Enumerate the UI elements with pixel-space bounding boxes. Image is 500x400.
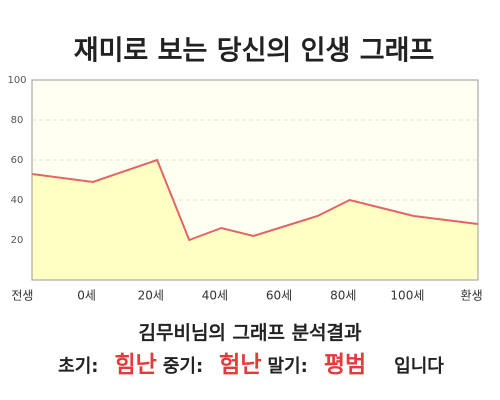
stage-label: 초기: (58, 356, 99, 377)
chart-title: 재미로 보는 당신의 인생 그래프 (74, 36, 435, 67)
stage-value: 험난 (219, 352, 262, 378)
stage-label: 말기: (267, 356, 308, 377)
x-tick-label: 20세 (138, 289, 164, 303)
stage-label: 중기: (162, 356, 204, 377)
plot-frame (31, 79, 479, 281)
area (32, 160, 478, 280)
x-tick-label: 40세 (202, 289, 228, 303)
stage-value: 평범 (323, 352, 367, 378)
stage-value: 힘난 (114, 352, 157, 378)
x-tick-label: 60세 (266, 289, 292, 303)
y-tick-label: 100 (7, 75, 26, 86)
x-tick-label: 0세 (77, 289, 96, 303)
x-tick-label: 전생 (11, 289, 33, 303)
x-tick-label: 80세 (330, 289, 356, 303)
x-tick-label: 환생 (461, 289, 483, 303)
y-tick-label: 60 (11, 155, 24, 166)
y-tick-label: 40 (11, 195, 24, 206)
result-heading: 김무비님의 그래프 분석결과 (138, 322, 362, 344)
result-line: 초기: 힘난 중기: 험난 말기: 평범 입니다 (0, 348, 500, 384)
y-tick-label: 20 (11, 235, 24, 246)
y-tick-label: 80 (11, 115, 24, 126)
result-ending: 입니다 (394, 356, 444, 377)
line (31, 158, 479, 242)
x-tick-label: 100세 (390, 289, 424, 303)
result: 김무비님의 그래프 분석결과 초기: 힘난 중기: 험난 말기: 평범 입니다 (0, 318, 500, 384)
